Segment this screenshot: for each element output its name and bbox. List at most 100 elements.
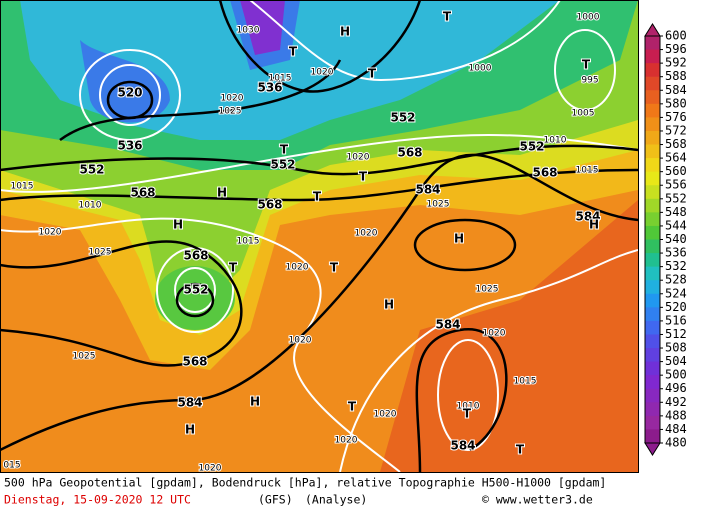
colorbar-label: 508	[665, 341, 687, 355]
map-label: 584	[435, 318, 460, 332]
colorbar-band	[645, 185, 660, 200]
map-label: 584	[575, 210, 600, 224]
field-red	[380, 200, 638, 472]
map-label: 1025	[89, 248, 112, 258]
colorbar-label: 496	[665, 381, 687, 395]
colorbar-label: 528	[665, 273, 687, 287]
map-label: 1025	[219, 107, 242, 117]
map-label: 552	[390, 111, 415, 125]
map-label: H	[217, 186, 227, 200]
map-label: T	[582, 58, 591, 72]
map-label: 1020	[483, 329, 506, 339]
map-label: 584	[415, 183, 440, 197]
map-label: T	[463, 407, 472, 421]
footer-date: Dienstag, 15-09-2020 12 UTC	[4, 493, 191, 507]
map-label: 536	[257, 81, 282, 95]
colorbar-band	[645, 225, 660, 240]
colorbar-band	[645, 402, 660, 417]
colorbar-label: 480	[665, 436, 687, 450]
colorbar-band	[645, 307, 660, 322]
map-label: 1025	[73, 352, 96, 362]
colorbar-band	[645, 239, 660, 254]
colorbar-label: 576	[665, 110, 687, 124]
map-label: H	[185, 423, 195, 437]
colorbar-label: 532	[665, 259, 687, 273]
colorbar-band	[645, 253, 660, 268]
map-label: 1020	[335, 436, 358, 446]
map-label: 1015	[269, 74, 292, 84]
colorbar-arrow-top	[644, 23, 661, 37]
map-label: T	[289, 45, 298, 59]
map-label: 1015	[11, 182, 34, 192]
footer-title: 500 hPa Geopotential [gpdam], Bodendruck…	[4, 476, 606, 490]
colorbar-band	[645, 63, 660, 78]
map-label: H	[340, 25, 350, 39]
colorbar-label: 560	[665, 164, 687, 178]
colorbar-band	[645, 348, 660, 363]
map-label: 1015	[237, 237, 260, 247]
map-label: 1020	[199, 464, 222, 474]
colorbar-band	[645, 212, 660, 227]
map-label: 568	[183, 249, 208, 263]
colorbar-band	[645, 117, 660, 132]
map-label: T	[359, 170, 368, 184]
isobars	[0, 0, 638, 472]
map-label: T	[280, 143, 289, 157]
map-labels: 520 536 552 568 536 552 552 568 552 568 584 584 568 5…	[2, 9, 601, 475]
colorbar-band	[645, 388, 660, 403]
map-label: 1025	[427, 200, 450, 210]
map-label: 568	[257, 198, 282, 212]
colorbar-band	[645, 320, 660, 335]
colorbar-band	[645, 375, 660, 390]
colorbar-label: 584	[665, 83, 687, 97]
colorbar-label: 492	[665, 395, 687, 409]
colorbar-label: 548	[665, 205, 687, 219]
colorbar-band	[645, 280, 660, 295]
map-label: 1015	[514, 377, 537, 387]
colorbar-band	[645, 334, 660, 349]
colorbar-label: 568	[665, 137, 687, 151]
colorbar-band	[645, 36, 660, 51]
colorbar-band	[645, 130, 660, 146]
colorbar-label: 516	[665, 313, 687, 327]
colorbar-label: 544	[665, 218, 687, 232]
map-label: 568	[532, 166, 557, 180]
map-label: H	[384, 298, 394, 312]
map-label: T	[348, 400, 357, 414]
map-label: 1020	[289, 336, 312, 346]
map-label: H	[250, 395, 260, 409]
colorbar-label: 536	[665, 246, 687, 260]
map-label: 1010	[457, 402, 480, 412]
colorbar-label: 484	[665, 422, 687, 436]
map	[0, 0, 638, 472]
geopotential-contours	[0, 0, 638, 472]
map-label: 1020	[347, 153, 370, 163]
map-label: 568	[182, 355, 207, 369]
colorbar-label: 500	[665, 368, 687, 382]
colorbar-band	[645, 415, 660, 430]
colorbar-label: 540	[665, 232, 687, 246]
colorbar-arrow-bottom	[644, 442, 661, 456]
map-label: 1015	[576, 166, 599, 176]
map-label: 536	[117, 139, 142, 153]
map-label: T	[516, 443, 525, 457]
colorbar-label: 564	[665, 151, 687, 165]
map-label: H	[454, 232, 464, 246]
map-label: 552	[183, 283, 208, 297]
colorbar: 6005965925885845805765725685645605565525…	[644, 23, 687, 456]
map-label: 1020	[221, 94, 244, 104]
colorbar-label: 556	[665, 178, 687, 192]
colorbar-band	[645, 76, 660, 91]
colorbar-band	[645, 266, 660, 281]
colorbar-label: 504	[665, 354, 687, 368]
colorbar-band	[645, 429, 660, 444]
colorbar-band	[645, 144, 660, 159]
map-label: 1020	[311, 68, 334, 78]
map-label: 1010	[544, 136, 567, 146]
colorbar-label: 600	[665, 29, 687, 43]
map-label: 1010	[79, 201, 102, 211]
map-label: 552	[79, 163, 104, 177]
map-label: 568	[130, 186, 155, 200]
colorbar-band	[645, 49, 660, 64]
